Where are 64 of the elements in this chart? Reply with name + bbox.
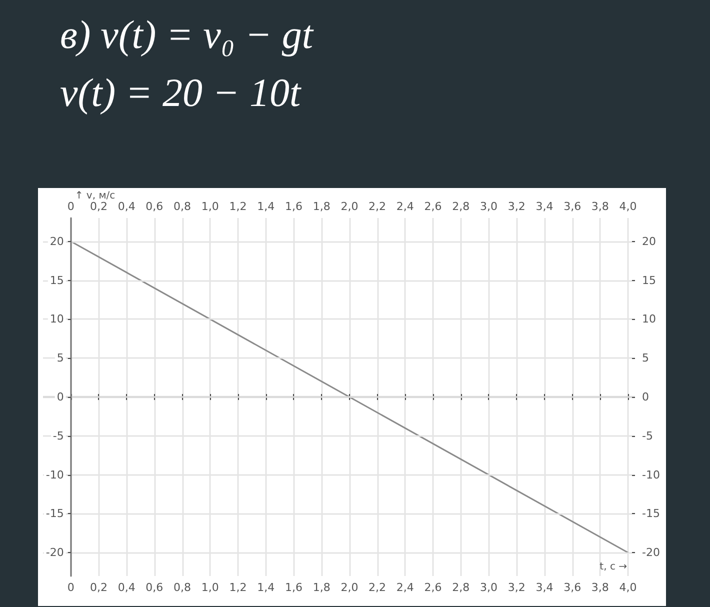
x2-tick-label: 0,4 bbox=[118, 200, 136, 213]
y2-tick-label: 20 bbox=[642, 234, 656, 248]
y-tick-label: -15 bbox=[46, 507, 64, 520]
y2-tick-label: -20 bbox=[642, 546, 660, 560]
y-tick-label: 10 bbox=[50, 312, 64, 326]
x-tick-label: 0,6 bbox=[146, 581, 164, 594]
chart-subtitle: v(t) = 20 − 10t bbox=[60, 69, 302, 117]
x2-tick-label: 3,2 bbox=[508, 200, 526, 213]
x-tick-label: 2,2 bbox=[368, 581, 386, 594]
x2-tick-label: 1,6 bbox=[284, 200, 302, 213]
x-tick-label: 1,4 bbox=[257, 581, 275, 594]
x2-tick-label: 1,2 bbox=[229, 200, 247, 213]
x-tick-label: 3,6 bbox=[564, 581, 582, 594]
x-tick-label: 0 bbox=[67, 581, 74, 594]
y-tick-label: -20 bbox=[46, 546, 64, 560]
x-tick-label: 3,4 bbox=[536, 581, 554, 594]
x2-tick-label: 2,8 bbox=[452, 200, 470, 213]
x-tick-label: 3,0 bbox=[480, 581, 498, 594]
x-tick-label: 2,6 bbox=[424, 581, 442, 594]
x-tick-label: 2,0 bbox=[340, 581, 358, 594]
y2-tick-label: -10 bbox=[642, 468, 660, 482]
x-tick-label: 1,0 bbox=[201, 581, 219, 594]
y-tick-label: 15 bbox=[50, 274, 64, 287]
y2-tick-label: -5 bbox=[642, 429, 653, 442]
x-tick-label: 3,8 bbox=[591, 581, 609, 594]
x2-tick-label: 2,0 bbox=[340, 200, 358, 213]
x-tick-label: 1,2 bbox=[229, 581, 247, 594]
y2-tick-label: -15 bbox=[642, 507, 660, 520]
x-tick-label: 1,8 bbox=[312, 581, 330, 594]
x-tick-label: 2,8 bbox=[452, 581, 470, 594]
y2-tick-label: 10 bbox=[642, 312, 656, 326]
y-tick-label: -10 bbox=[46, 468, 64, 482]
x-tick-label: 0,2 bbox=[90, 581, 108, 594]
x-tick-label: 0,4 bbox=[118, 581, 136, 594]
y-tick-label: 5 bbox=[56, 352, 64, 365]
x2-tick-label: 3,4 bbox=[536, 200, 554, 213]
x2-tick-label: 4,0 bbox=[619, 200, 637, 213]
x2-tick-label: 2,6 bbox=[424, 200, 442, 213]
y-tick-label: 20 bbox=[50, 234, 64, 248]
y2-tick-label: 5 bbox=[642, 352, 649, 365]
x2-tick-label: 3,8 bbox=[591, 200, 609, 213]
x2-tick-label: 2,4 bbox=[396, 200, 414, 213]
x-tick-label: 2,4 bbox=[396, 581, 414, 594]
x2-tick-label: 1,0 bbox=[201, 200, 219, 213]
x2-tick-label: 2,2 bbox=[368, 200, 386, 213]
x2-tick-label: 1,8 bbox=[312, 200, 330, 213]
x2-tick-label: 0,8 bbox=[174, 200, 192, 213]
y2-tick-label: 15 bbox=[642, 274, 656, 287]
x-tick-label: 4,0 bbox=[619, 581, 637, 594]
x2-tick-label: 1,4 bbox=[257, 200, 275, 213]
x2-tick-label: 3,6 bbox=[564, 200, 582, 213]
y-axis-title: ↑ v, м/с bbox=[74, 190, 116, 202]
chart-title: в) v(t) = v₀ − gt bbox=[60, 11, 313, 59]
x2-tick-label: 0 bbox=[67, 200, 74, 213]
y-tick-label: -5 bbox=[52, 429, 64, 442]
y2-tick-label: 0 bbox=[642, 390, 649, 404]
x2-tick-label: 3,0 bbox=[480, 200, 498, 213]
y-tick-label: 0 bbox=[56, 390, 64, 404]
x-tick-label: 1,6 bbox=[284, 581, 302, 594]
x-tick-label: 0,8 bbox=[174, 581, 192, 594]
x2-tick-label: 0,6 bbox=[146, 200, 164, 213]
x-axis-title: t, c → bbox=[600, 562, 628, 572]
x-tick-label: 3,2 bbox=[508, 581, 526, 594]
x2-tick-label: 0,2 bbox=[90, 200, 108, 213]
